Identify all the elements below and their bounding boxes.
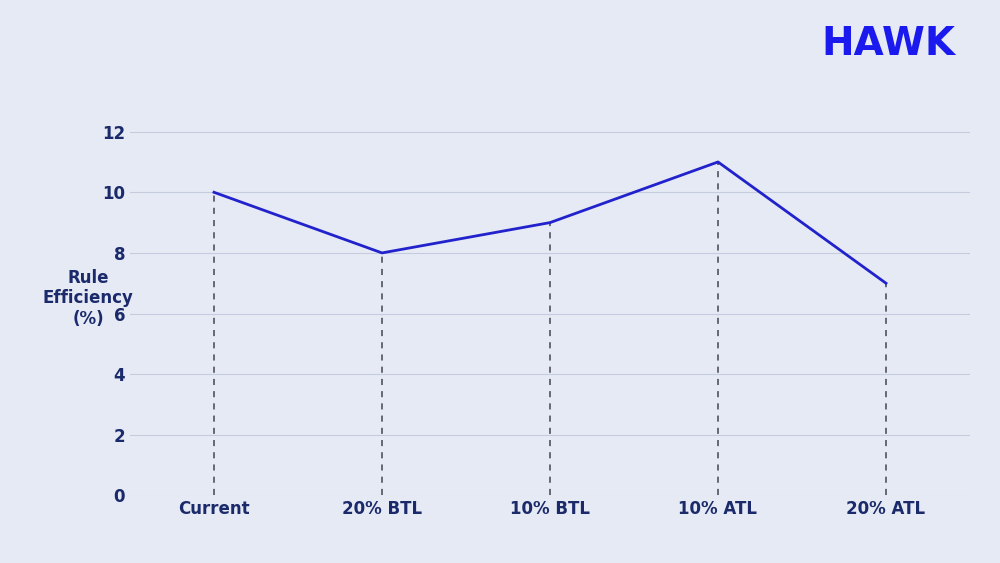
- Text: HAWK: HAWK: [821, 25, 955, 63]
- Y-axis label: Rule
Efficiency
(%): Rule Efficiency (%): [43, 269, 134, 328]
